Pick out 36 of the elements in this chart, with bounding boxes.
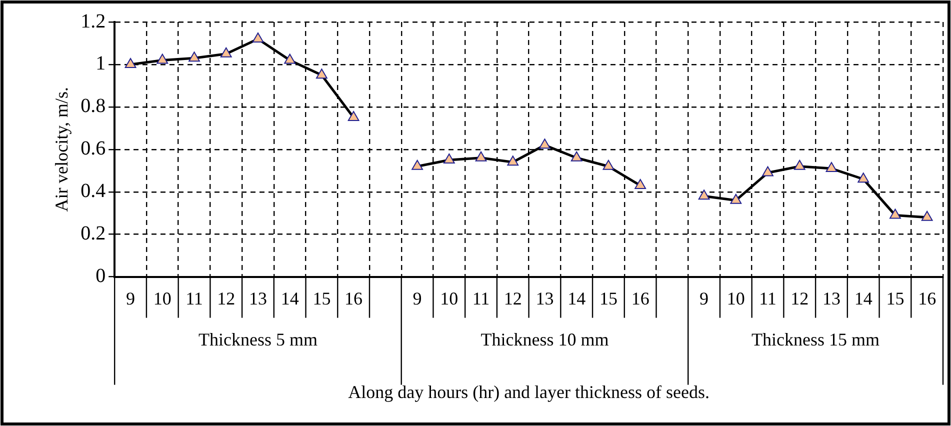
- y-tick-label: 0: [96, 265, 106, 288]
- x-tick-label: 9: [412, 288, 422, 308]
- y-tick-label: 0.8: [80, 95, 106, 118]
- x-tick-label: 10: [726, 288, 745, 308]
- y-tick-label: 1.2: [80, 10, 106, 32]
- x-tick-label: 16: [344, 288, 363, 308]
- x-tick-label: 10: [153, 288, 172, 308]
- x-tick-label: 14: [568, 288, 586, 308]
- x-axis-title: Along day hours (hr) and layer thickness of seeds.: [348, 382, 710, 402]
- y-tick-label: 0.2: [80, 222, 106, 245]
- x-tick-label: 9: [700, 288, 709, 308]
- y-tick-label: 0.4: [80, 180, 106, 202]
- x-tick-label: 12: [217, 288, 236, 308]
- x-tick-label: 13: [536, 288, 554, 308]
- x-tick-label: 12: [504, 288, 522, 308]
- x-tick-label: 15: [312, 288, 331, 308]
- x-tick-label: 15: [599, 288, 618, 308]
- x-tick-label: 12: [790, 288, 809, 308]
- text: Thickness 10 mm: [480, 330, 609, 350]
- x-tick-label: 14: [280, 288, 299, 308]
- x-tick-label: 10: [440, 288, 458, 308]
- x-tick-label: 14: [854, 288, 872, 308]
- x-tick-label: 11: [472, 288, 490, 308]
- y-tick-label: 1: [96, 52, 106, 75]
- x-tick-label: 11: [186, 288, 203, 308]
- x-tick-label: 16: [631, 288, 650, 308]
- x-tick-label: 16: [918, 288, 936, 308]
- x-tick-label: 13: [822, 288, 840, 308]
- x-tick-label: 15: [886, 288, 904, 308]
- text: Thickness 5 mm: [198, 330, 318, 350]
- x-tick-label: 11: [759, 288, 776, 308]
- x-tick-label: 9: [126, 288, 136, 308]
- text: Thickness 15 mm: [752, 330, 880, 350]
- x-tick-label: 13: [248, 288, 267, 308]
- y-axis-title: Air velocity, m/s.: [52, 86, 72, 212]
- y-tick-label: 0.6: [80, 138, 106, 160]
